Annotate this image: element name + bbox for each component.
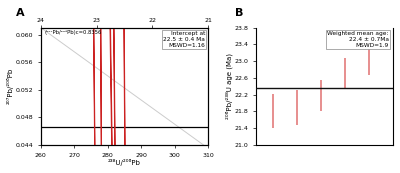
Text: A: A [16,8,24,18]
Text: Intercept at
22.5 ± 0.4 Ma
MSWD=1.16: Intercept at 22.5 ± 0.4 Ma MSWD=1.16 [163,31,205,48]
X-axis label: ²³⁸U/²⁰⁶Pb: ²³⁸U/²⁰⁶Pb [108,159,141,166]
Y-axis label: ²⁰⁷Pb/²⁰⁶Pb: ²⁰⁷Pb/²⁰⁶Pb [7,68,14,104]
Y-axis label: ²⁰⁶Pb/²³⁸U age (Ma): ²⁰⁶Pb/²³⁸U age (Ma) [225,53,233,119]
Text: Weighted mean age:
22.4 ± 0.7Ma
MSWD=1.9: Weighted mean age: 22.4 ± 0.7Ma MSWD=1.9 [328,31,389,48]
Text: (²⁰⁷Pb/²⁰⁶Pb)c=0.8356: (²⁰⁷Pb/²⁰⁶Pb)c=0.8356 [44,30,102,35]
Text: B: B [235,8,244,18]
